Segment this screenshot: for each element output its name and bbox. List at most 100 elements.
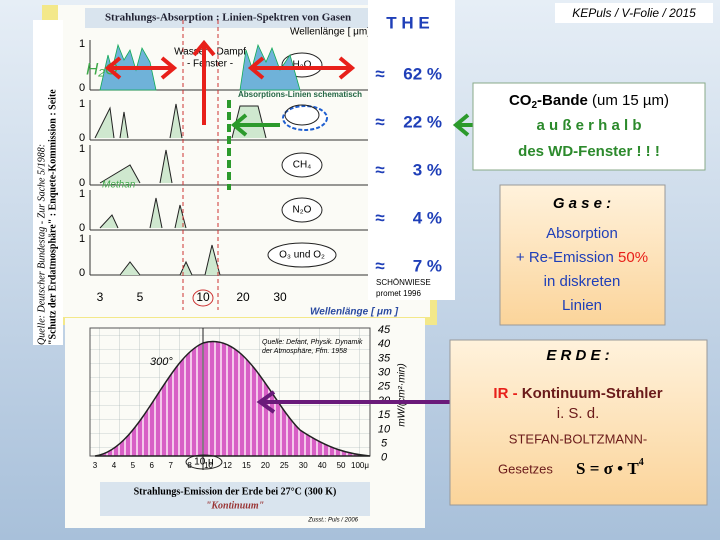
arrows xyxy=(104,39,652,414)
x-tick-label: 8 xyxy=(187,461,192,470)
x-tick-label: 20 xyxy=(261,461,270,470)
gase-line: in diskreten xyxy=(544,273,621,290)
emission-caption: Strahlungs-Emission der Erde bei 27°C (3… xyxy=(134,486,337,497)
red-arrow xyxy=(104,56,178,80)
side-source: "Schutz der Erdatmosphäre" : Enquete-Kom… xyxy=(47,89,58,345)
x-tick-label: 15 xyxy=(242,461,251,470)
absorption-lines xyxy=(99,197,187,229)
gas-label-frame xyxy=(281,152,323,178)
absorption-title-box xyxy=(85,8,370,28)
gase-box xyxy=(499,184,666,326)
erde-formula: S = σ • T4 xyxy=(576,457,644,478)
emission-subcaption: "Kontinuum" xyxy=(206,500,264,511)
panel-tick: 1 xyxy=(79,98,85,110)
y-tick-label: 10 xyxy=(378,423,391,435)
wavelength-label: Wellenlänge [ μm] xyxy=(290,27,370,38)
emission-unit: mW/(cm²·min) xyxy=(397,363,408,426)
co2: CO xyxy=(509,92,532,109)
compiler: Zusst.: Puls / 2006 xyxy=(307,518,358,524)
panel-tick: 1 xyxy=(79,233,85,245)
panel-tick: 0 xyxy=(79,177,85,189)
panel-tick: 1 xyxy=(79,38,85,50)
x-tick-label: 100μ xyxy=(351,461,369,470)
the-box xyxy=(368,0,455,300)
the-value: 22 % xyxy=(403,112,442,131)
green-arrow xyxy=(230,113,280,137)
panel-tick: 0 xyxy=(79,82,85,94)
erde-ir: IR - xyxy=(493,385,521,402)
absorption-lines xyxy=(94,103,267,139)
x-tick-label: 7 xyxy=(168,461,173,470)
gas-label-frame xyxy=(281,197,323,223)
the-value: 7 % xyxy=(413,256,442,275)
co2-line3: des WD-Fenster ! ! ! xyxy=(518,143,660,160)
gas-label: N₂O xyxy=(293,205,312,216)
gas-label: O₃ und O₂ xyxy=(279,250,325,261)
handwritten-methan: Methan xyxy=(102,180,136,191)
y-tick-label: 35 xyxy=(378,352,391,364)
y-tick-label: 15 xyxy=(378,409,391,421)
co2-range: (um 15 µm) xyxy=(588,92,669,109)
erde-line1: IR - Kontinuum-Strahler xyxy=(493,385,662,402)
x-tick-circle xyxy=(192,289,214,307)
x-tick-label: 3 xyxy=(93,461,98,470)
erde-title: E R D E : xyxy=(546,347,609,364)
co2-line2: a u ß e r h a l b xyxy=(536,117,641,134)
panel-tick: 0 xyxy=(79,132,85,144)
y-tick-label: 45 xyxy=(378,324,391,336)
wavelength-label: Wellenlänge [ μm ] xyxy=(310,307,399,318)
the-symbol: ≈ xyxy=(375,112,384,131)
red-arrow-up xyxy=(192,39,216,125)
x-tick-label: 3 xyxy=(97,290,104,304)
the-value: 3 % xyxy=(413,160,442,179)
gase-title: G a s e : xyxy=(553,195,611,212)
the-symbol: ≈ xyxy=(375,64,384,83)
gase-line: + Re-Emission xyxy=(516,249,618,266)
the-title: T H E xyxy=(386,13,429,32)
absorption-lines xyxy=(99,149,173,184)
emission-source: Quelle: Defant, Physik. Dynamik xyxy=(262,339,363,346)
x-tick-label: 50 xyxy=(337,461,346,470)
the-symbol: ≈ xyxy=(375,160,384,179)
y-tick-label: 30 xyxy=(378,367,391,379)
gas-label: CH₄ xyxy=(293,160,312,171)
the-symbol: ≈ xyxy=(375,256,384,275)
panel-tick: 0 xyxy=(79,267,85,279)
absorption-lines xyxy=(119,244,221,276)
side-source: Quelle: Deutscher Bundestag - Zur Sache … xyxy=(36,144,47,345)
red-arrow xyxy=(247,56,356,80)
caption-box xyxy=(100,482,370,516)
erde-strahler: Kontinuum-Strahler xyxy=(522,385,663,402)
formula-exp: 4 xyxy=(639,457,644,468)
co2-sub: 2 xyxy=(531,100,537,111)
erde-box xyxy=(449,339,708,506)
gas-label: H₂O xyxy=(293,60,312,71)
erde-gesetzes: Gesetzes xyxy=(498,461,553,476)
panel-tick: 1 xyxy=(79,188,85,200)
credit-box xyxy=(555,3,713,23)
panel-tick: 1 xyxy=(79,143,85,155)
co2-circle xyxy=(284,104,320,126)
co2-highlight xyxy=(282,105,328,131)
x-tick-label: 6 xyxy=(150,461,155,470)
the-source: SCHÖNWIESE xyxy=(376,278,431,287)
y-tick-label: 0 xyxy=(381,452,388,464)
x-tick-label: 30 xyxy=(299,461,308,470)
formula: S = σ • T xyxy=(576,459,639,478)
x-tick-label: 25 xyxy=(280,461,289,470)
gase-line: + Re-Emission 50% xyxy=(516,249,648,266)
x-tick-label: 10 xyxy=(204,461,213,470)
y-tick-label: 25 xyxy=(377,381,391,393)
schematic-note: Absorptions-Linien schematisch xyxy=(238,90,362,99)
panel-tick: 0 xyxy=(79,222,85,234)
erde-line2: i. S. d. xyxy=(557,405,600,422)
the-value: 62 % xyxy=(403,64,442,83)
the-symbol: ≈ xyxy=(375,208,384,227)
y-tick-label: 5 xyxy=(381,438,388,450)
y-tick-label: 40 xyxy=(378,338,391,350)
the-value: 4 % xyxy=(413,208,442,227)
absorption-title: Strahlungs-Absorption : Linien-Spektren … xyxy=(105,12,351,24)
x-tick-label: 4 xyxy=(112,461,117,470)
